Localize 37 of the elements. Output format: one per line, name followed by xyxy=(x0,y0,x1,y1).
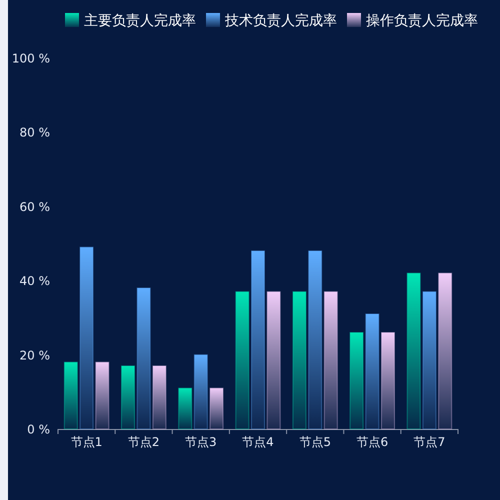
bar xyxy=(210,388,224,430)
y-tick-label: 60 % xyxy=(20,200,50,214)
x-tick-label: 节点1 xyxy=(70,435,102,449)
x-tick-label: 节点2 xyxy=(128,435,160,449)
bar xyxy=(121,365,136,430)
bar xyxy=(292,291,306,430)
legend-label: 技术负责人完成率 xyxy=(224,13,337,29)
y-tick-label: 80 % xyxy=(20,126,50,140)
legend-label: 操作负责人完成率 xyxy=(366,13,478,29)
bar xyxy=(64,362,78,430)
x-tick-label: 节点3 xyxy=(185,435,217,449)
y-tick-label: 40 % xyxy=(20,274,50,288)
bar xyxy=(95,362,110,430)
y-tick-label: 20 % xyxy=(20,348,50,362)
bar xyxy=(350,332,364,430)
bar xyxy=(380,332,395,430)
y-tick-label: 100 % xyxy=(12,52,50,66)
bar xyxy=(266,291,281,430)
bar xyxy=(324,291,338,430)
x-tick-label: 节点5 xyxy=(299,435,331,449)
y-tick-label: 0 % xyxy=(27,422,50,436)
bar xyxy=(152,365,166,430)
bar xyxy=(422,291,436,430)
bar xyxy=(406,272,421,430)
x-tick-label: 节点7 xyxy=(414,435,446,449)
bar xyxy=(251,250,265,430)
x-tick-label: 节点6 xyxy=(356,435,388,449)
legend-label: 主要负责人完成率 xyxy=(84,13,196,29)
bar xyxy=(308,250,322,430)
bar xyxy=(438,272,452,430)
bar xyxy=(235,291,250,430)
bar xyxy=(136,288,151,430)
bar xyxy=(178,388,192,430)
bar xyxy=(80,246,94,430)
bar xyxy=(194,354,208,430)
x-tick-label: 节点4 xyxy=(242,435,274,449)
bar xyxy=(365,313,380,430)
